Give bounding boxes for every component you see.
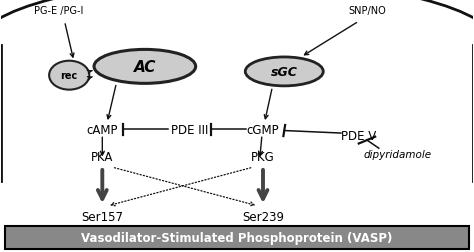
Ellipse shape [94, 50, 196, 84]
Text: cAMP: cAMP [87, 123, 118, 136]
Text: SNP/NO: SNP/NO [348, 6, 386, 16]
Text: Vasodilator-Stimulated Phosphoprotein (VASP): Vasodilator-Stimulated Phosphoprotein (V… [82, 231, 392, 244]
Ellipse shape [49, 61, 89, 90]
Text: AC: AC [134, 60, 156, 75]
Text: Ser239: Ser239 [242, 210, 284, 223]
Text: rec: rec [61, 71, 78, 81]
Text: Ser157: Ser157 [82, 210, 123, 223]
Text: sGC: sGC [271, 66, 298, 79]
Text: PDE V: PDE V [341, 130, 376, 142]
Text: cGMP: cGMP [246, 123, 279, 136]
Text: PKG: PKG [251, 150, 275, 163]
Text: dipyridamole: dipyridamole [364, 150, 432, 160]
Text: PG-E /PG-I: PG-E /PG-I [34, 6, 83, 16]
Text: PKA: PKA [91, 150, 113, 163]
FancyBboxPatch shape [5, 226, 469, 249]
Ellipse shape [245, 58, 323, 86]
Text: PDE III: PDE III [171, 123, 209, 136]
